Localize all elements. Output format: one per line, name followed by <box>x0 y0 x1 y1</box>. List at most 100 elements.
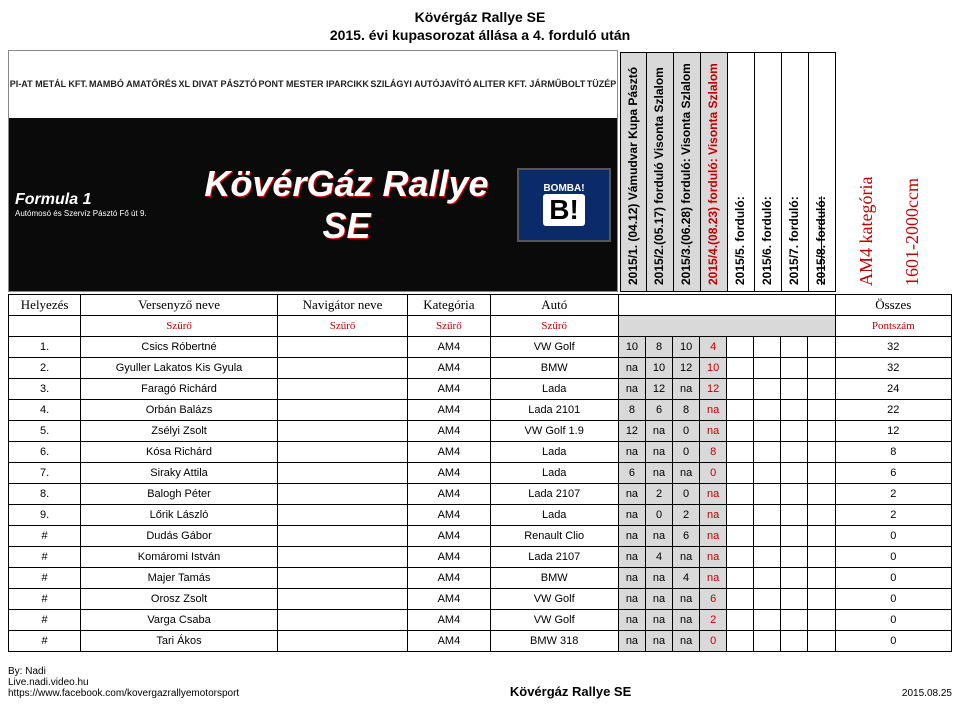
cell-round <box>727 526 754 547</box>
table-row: 4.Orbán BalázsAM4Lada 2101868na22 <box>9 400 952 421</box>
cell-driver: Siraky Attila <box>81 463 278 484</box>
sponsor-logo: XL DIVAT PÁSZTÓ <box>178 80 257 90</box>
cell-round: 0 <box>700 463 727 484</box>
cell-round <box>781 631 808 652</box>
cell-round: na <box>645 589 672 610</box>
cell-round <box>781 589 808 610</box>
cell-round <box>727 589 754 610</box>
category-header-line2: 1601-2000ccm <box>902 178 923 286</box>
table-row: #Varga CsabaAM4VW Golfnanana20 <box>9 610 952 631</box>
cell-round: na <box>673 463 700 484</box>
cell-round <box>808 547 835 568</box>
cell-round: na <box>645 463 672 484</box>
cell-round <box>754 610 781 631</box>
cell-round <box>808 589 835 610</box>
cell-round: na <box>618 358 645 379</box>
cell-category: AM4 <box>408 631 490 652</box>
cell-round: 4 <box>673 568 700 589</box>
cell-round <box>808 463 835 484</box>
table-row: #Tari ÁkosAM4BMW 318nanana00 <box>9 631 952 652</box>
round-header: 2015/1. (04.12) Vámudvar Kupa Pásztó <box>620 52 647 292</box>
cell-round <box>781 526 808 547</box>
cell-round: na <box>645 631 672 652</box>
sponsor-logo: MAMBÓ AMATŐRÉS <box>89 80 177 90</box>
cell-round <box>808 505 835 526</box>
cell-round: 8 <box>645 337 672 358</box>
cell-driver: Varga Csaba <box>81 610 278 631</box>
cell-total: 2 <box>835 484 951 505</box>
col-navigator: Navigátor neve <box>277 295 407 316</box>
cell-round <box>781 484 808 505</box>
cell-round: 8 <box>618 400 645 421</box>
cell-round <box>781 337 808 358</box>
cell-round <box>781 442 808 463</box>
cell-car: BMW 318 <box>490 631 618 652</box>
cell-category: AM4 <box>408 505 490 526</box>
page-title: Kövérgáz Rallye SE 2015. évi kupasorozat… <box>8 8 952 44</box>
cell-round <box>754 400 781 421</box>
cell-navigator <box>277 421 407 442</box>
cell-round <box>727 610 754 631</box>
cell-round: na <box>700 421 727 442</box>
filter-navigator[interactable]: Szűrő <box>277 316 407 337</box>
cell-round <box>754 379 781 400</box>
cell-round: na <box>618 547 645 568</box>
cell-total: 24 <box>835 379 951 400</box>
cell-round: 4 <box>645 547 672 568</box>
cell-car: Lada <box>490 505 618 526</box>
col-car: Autó <box>490 295 618 316</box>
cell-total: 6 <box>835 463 951 484</box>
round-header-label: 2015/7. forduló: <box>787 197 801 286</box>
cell-round <box>754 547 781 568</box>
cell-round: na <box>700 484 727 505</box>
filter-place <box>9 316 81 337</box>
sponsor-logo: TÜZÉP <box>587 80 617 90</box>
filter-car[interactable]: Szűrő <box>490 316 618 337</box>
category-header-line1: AM4 kategória <box>856 177 877 286</box>
cell-car: Lada 2101 <box>490 400 618 421</box>
cell-round: na <box>645 442 672 463</box>
table-row: #Dudás GáborAM4Renault Clionana6na0 <box>9 526 952 547</box>
cell-place: # <box>9 526 81 547</box>
round-header-label: 2015/6. forduló: <box>760 197 774 286</box>
table-row: 6.Kósa RichárdAM4Ladanana088 <box>9 442 952 463</box>
footer-fb: https://www.facebook.com/kovergazrallyem… <box>8 688 239 699</box>
filter-row: Szűrő Szűrő Szűrő Szűrő Pontszám <box>9 316 952 337</box>
page-footer: By: Nadi Live.nadi.video.hu https://www.… <box>8 666 952 699</box>
cell-round <box>754 442 781 463</box>
cell-round: na <box>645 610 672 631</box>
cell-round: na <box>700 526 727 547</box>
filter-category[interactable]: Szűrő <box>408 316 490 337</box>
sponsor-logo: PONT MESTER IPARCIKK <box>258 80 368 90</box>
cell-car: Lada <box>490 379 618 400</box>
cell-round: na <box>700 568 727 589</box>
cell-round: 10 <box>618 337 645 358</box>
round-header-label: 2015/4.(08.23) forduló: Visonta Szlalom <box>706 64 720 286</box>
col-total: Összes <box>835 295 951 316</box>
cell-place: 4. <box>9 400 81 421</box>
table-row: 9.Lőrik LászlóAM4Ladana02na2 <box>9 505 952 526</box>
cell-round <box>781 568 808 589</box>
cell-round <box>781 358 808 379</box>
cell-round: 0 <box>673 421 700 442</box>
cell-round: na <box>673 547 700 568</box>
filter-driver[interactable]: Szűrő <box>81 316 278 337</box>
round-header-label: 2015/8. forduló: <box>814 197 828 286</box>
col-category: Kategória <box>408 295 490 316</box>
cell-round: na <box>645 568 672 589</box>
cell-place: 2. <box>9 358 81 379</box>
f1-logo: Formula 1 <box>15 191 170 209</box>
footer-left: By: Nadi Live.nadi.video.hu https://www.… <box>8 666 239 699</box>
cell-round: 10 <box>700 358 727 379</box>
filter-rounds <box>618 316 835 337</box>
cell-total: 22 <box>835 400 951 421</box>
cell-place: 9. <box>9 505 81 526</box>
rallye-logo: KövérGáz Rallye SE <box>176 163 517 247</box>
cell-round: na <box>618 610 645 631</box>
table-row: #Komáromi IstvánAM4Lada 2107na4nana0 <box>9 547 952 568</box>
cell-round: na <box>618 526 645 547</box>
results-table: Helyezés Versenyző neve Navigátor neve K… <box>8 294 952 652</box>
cell-round <box>727 547 754 568</box>
round-header-label: 2015/3.(06.28) forduló: Visonta Szlalom <box>679 64 693 286</box>
cell-place: 3. <box>9 379 81 400</box>
